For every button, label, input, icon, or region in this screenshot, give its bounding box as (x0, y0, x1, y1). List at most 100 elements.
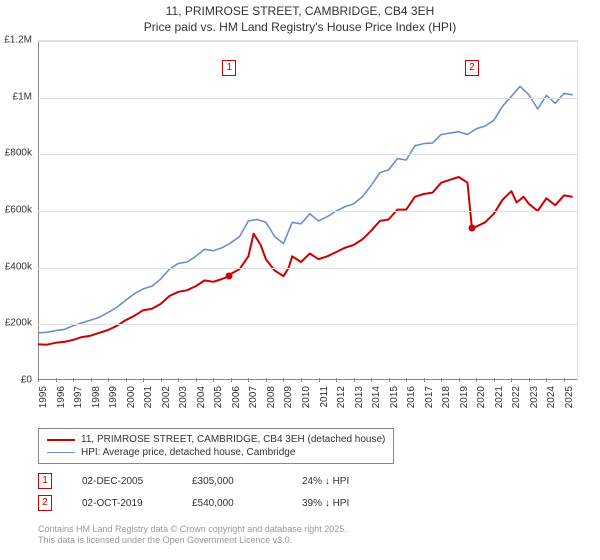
x-tick (283, 378, 284, 382)
x-tick (56, 378, 57, 382)
x-tick (546, 378, 547, 382)
y-tick-label: £0 (21, 375, 32, 386)
x-tick-label: 2017 (424, 386, 435, 408)
x-tick-label: 2023 (529, 386, 540, 408)
chart-title-line2: Price paid vs. HM Land Registry's House … (0, 20, 600, 36)
x-tick-label: 2003 (178, 386, 189, 408)
gridline-h (38, 154, 577, 155)
y-tick-label: £1.2M (4, 35, 32, 46)
gridline-h (38, 211, 577, 212)
annotation-delta: 24% ↓ HPI (302, 476, 382, 487)
x-tick-label: 2021 (494, 386, 505, 408)
chart-title-line1: 11, PRIMROSE STREET, CAMBRIDGE, CB4 3EH (0, 4, 600, 20)
sale-annotations: 1 02-DEC-2005 £305,000 24% ↓ HPI 2 02-OCT-201… (38, 470, 382, 514)
x-tick (231, 378, 232, 382)
gridline-h (38, 324, 577, 325)
x-tick-label: 1996 (56, 386, 67, 408)
annotation-price: £305,000 (192, 476, 272, 487)
x-tick (441, 378, 442, 382)
x-tick (178, 378, 179, 382)
x-tick-label: 1998 (91, 386, 102, 408)
attribution-line1: Contains HM Land Registry data © Crown c… (38, 524, 347, 535)
x-tick-label: 2005 (213, 386, 224, 408)
y-tick-label: £800k (5, 148, 32, 159)
x-tick (529, 378, 530, 382)
annotation-date: 02-OCT-2019 (82, 498, 162, 509)
annotation-row: 1 02-DEC-2005 £305,000 24% ↓ HPI (38, 470, 382, 492)
x-tick-label: 2009 (283, 386, 294, 408)
x-tick-label: 2000 (126, 386, 137, 408)
x-tick-label: 2001 (143, 386, 154, 408)
attribution-line2: This data is licensed under the Open Gov… (38, 535, 347, 546)
x-tick (424, 378, 425, 382)
series-price_paid (38, 177, 573, 345)
x-axis-labels: 1995 1996 1997 1998 1999 2000 2001 2002 2003 2004… (38, 382, 578, 432)
x-tick (91, 378, 92, 382)
legend-label: HPI: Average price, detached house, Camb… (81, 447, 295, 458)
gridline-h (38, 98, 577, 99)
x-tick (336, 378, 337, 382)
x-tick-label: 2007 (248, 386, 259, 408)
x-tick-label: 2013 (354, 386, 365, 408)
x-tick-label: 2008 (266, 386, 277, 408)
x-tick (143, 378, 144, 382)
annotation-date: 02-DEC-2005 (82, 476, 162, 487)
x-tick-label: 2006 (231, 386, 242, 408)
plot: 12 (38, 40, 578, 380)
x-tick (476, 378, 477, 382)
x-tick-label: 1997 (73, 386, 84, 408)
x-tick-label: 2011 (319, 386, 330, 408)
legend-row: HPI: Average price, detached house, Camb… (47, 446, 385, 459)
chart-plot-area: 12 (38, 40, 578, 380)
legend-row: 11, PRIMROSE STREET, CAMBRIDGE, CB4 3EH … (47, 433, 385, 446)
x-tick-label: 2025 (564, 386, 575, 408)
legend-label: 11, PRIMROSE STREET, CAMBRIDGE, CB4 3EH … (81, 434, 385, 445)
x-tick-label: 2022 (511, 386, 522, 408)
x-tick (511, 378, 512, 382)
y-tick-label: £400k (5, 261, 32, 272)
series-hpi (38, 86, 573, 332)
y-tick-label: £600k (5, 205, 32, 216)
x-tick (319, 378, 320, 382)
attribution-footer: Contains HM Land Registry data © Crown c… (38, 524, 347, 547)
x-tick (459, 378, 460, 382)
legend: 11, PRIMROSE STREET, CAMBRIDGE, CB4 3EH … (38, 428, 394, 464)
x-tick (38, 378, 39, 382)
annotation-price: £540,000 (192, 498, 272, 509)
x-tick (494, 378, 495, 382)
annotation-marker: 1 (38, 473, 52, 489)
annotation-delta: 39% ↓ HPI (302, 498, 382, 509)
x-tick-label: 2004 (196, 386, 207, 408)
x-tick (406, 378, 407, 382)
x-tick-label: 2018 (441, 386, 452, 408)
x-tick (196, 378, 197, 382)
gridline-h (38, 268, 577, 269)
annotation-marker: 2 (38, 495, 52, 511)
x-tick-label: 2016 (406, 386, 417, 408)
gridline-h (38, 41, 577, 42)
x-tick-label: 1999 (108, 386, 119, 408)
x-tick-label: 2010 (301, 386, 312, 408)
sale-marker-box: 1 (222, 60, 236, 76)
x-tick (161, 378, 162, 382)
sale-marker-dot (226, 273, 233, 280)
x-tick (248, 378, 249, 382)
x-tick-label: 2024 (546, 386, 557, 408)
x-tick (213, 378, 214, 382)
x-tick-label: 2012 (336, 386, 347, 408)
x-tick (126, 378, 127, 382)
x-tick-label: 2002 (161, 386, 172, 408)
x-tick (354, 378, 355, 382)
annotation-row: 2 02-OCT-2019 £540,000 39% ↓ HPI (38, 492, 382, 514)
sale-marker-dot (468, 225, 475, 232)
legend-swatch (47, 452, 75, 453)
x-tick (73, 378, 74, 382)
legend-swatch (47, 439, 75, 441)
x-tick (389, 378, 390, 382)
x-tick-label: 1995 (38, 386, 49, 408)
x-tick (371, 378, 372, 382)
sale-marker-box: 2 (465, 60, 479, 76)
y-tick-label: £200k (5, 318, 32, 329)
x-tick (301, 378, 302, 382)
chart-container: 11, PRIMROSE STREET, CAMBRIDGE, CB4 3EH … (0, 0, 600, 560)
